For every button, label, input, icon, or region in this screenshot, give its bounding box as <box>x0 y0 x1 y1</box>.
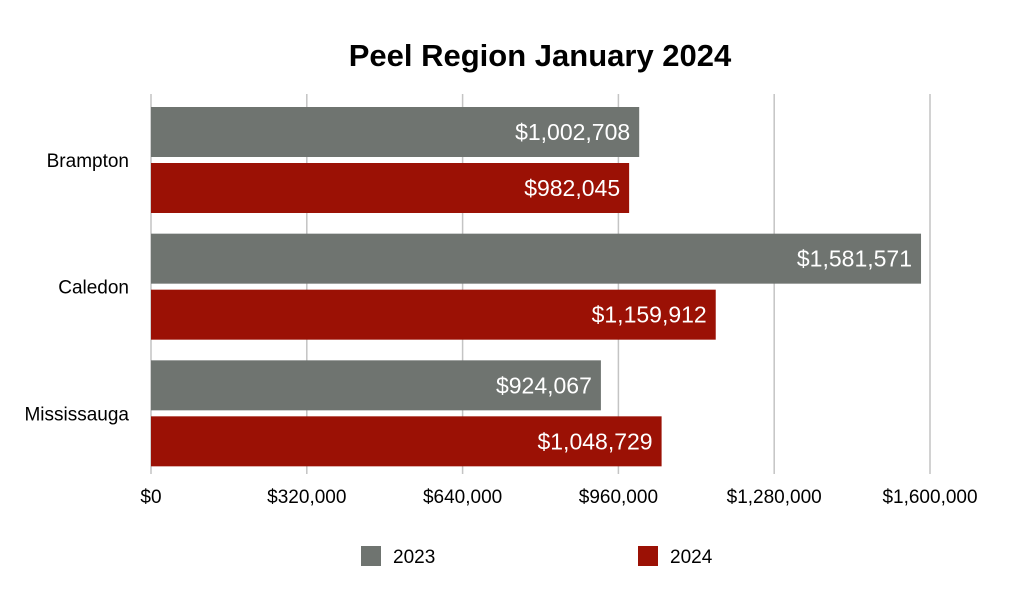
x-axis-ticks: $0 $320,000 $640,000 $960,000 $1,280,000 $1,6… <box>140 487 977 508</box>
data-label: $982,045 <box>524 175 620 201</box>
bar-2024-caledon <box>151 289 716 340</box>
bar-2023-mississauga <box>151 360 601 411</box>
y-axis-categories: Brampton Caledon Mississauga <box>24 151 129 425</box>
x-tick-label: $1,280,000 <box>727 487 822 508</box>
bar-2023-brampton <box>151 107 640 157</box>
category-label: Mississauga <box>24 404 129 425</box>
legend-label-2024: 2024 <box>670 547 713 568</box>
x-tick-label: $960,000 <box>579 487 658 508</box>
chart-title: Peel Region January 2024 <box>349 38 732 73</box>
category-label: Caledon <box>58 278 129 299</box>
category-label: Brampton <box>47 151 129 172</box>
data-label: $1,002,708 <box>515 119 630 145</box>
grid-lines <box>150 94 931 474</box>
data-labels: $1,002,708 $982,045 $1,581,571 $1,159,912 $9… <box>496 119 912 454</box>
legend-swatch-2023 <box>361 546 381 566</box>
x-tick-label: $0 <box>140 487 161 508</box>
bar-2024-brampton <box>151 163 630 213</box>
data-label: $924,067 <box>496 372 592 398</box>
data-label: $1,048,729 <box>537 428 652 454</box>
legend: 2023 2024 <box>361 546 713 568</box>
legend-label-2023: 2023 <box>393 547 435 568</box>
x-tick-label: $320,000 <box>267 487 346 508</box>
legend-swatch-2024 <box>638 546 658 566</box>
bars <box>151 107 922 467</box>
x-tick-label: $1,600,000 <box>882 487 977 508</box>
data-label: $1,581,571 <box>797 246 912 272</box>
bar-2024-mississauga <box>151 416 662 467</box>
data-label: $1,159,912 <box>592 302 707 328</box>
x-tick-label: $640,000 <box>423 487 502 508</box>
bar-2023-caledon <box>151 233 922 284</box>
